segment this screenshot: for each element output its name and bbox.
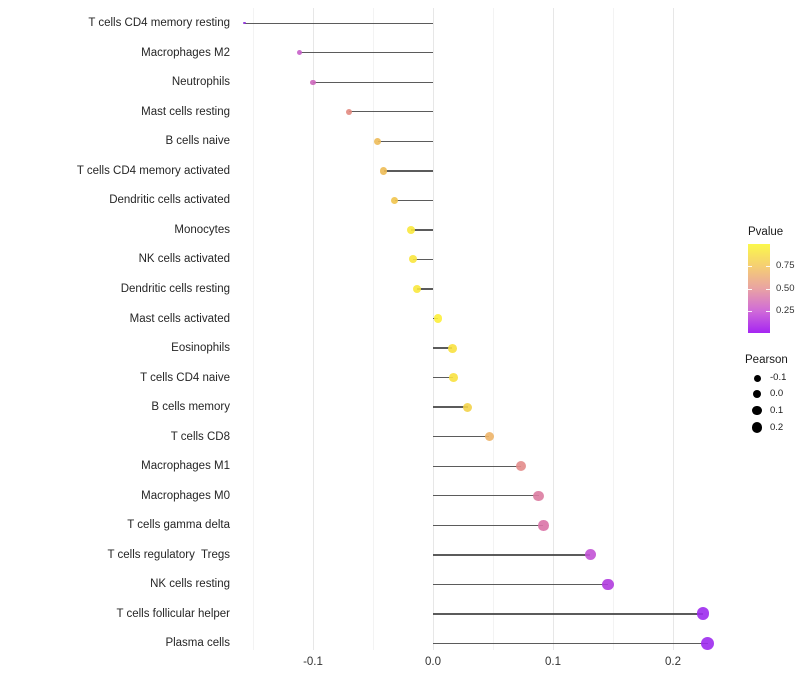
pvalue-legend-title: Pvalue: [748, 226, 784, 238]
lollipop-dot: [345, 108, 353, 116]
y-axis-label: B cells memory: [151, 401, 230, 414]
pearson-legend-dot: [752, 390, 762, 399]
y-axis-label: Neutrophils: [171, 76, 230, 89]
y-axis-label: T cells CD4 memory activated: [76, 164, 230, 177]
lollipop-stem: [433, 495, 539, 497]
y-axis-label: Macrophages M2: [141, 46, 230, 59]
lollipop-stem: [433, 406, 468, 408]
y-axis-label: Macrophages M1: [141, 460, 230, 473]
lollipop-stem: [244, 22, 433, 24]
pearson-legend-title: Pearson: [745, 354, 788, 366]
pearson-legend-label: 0.2: [770, 421, 784, 433]
pvalue-colorbar: [748, 244, 770, 333]
lollipop-stem: [383, 170, 433, 172]
y-axis-label: Mast cells resting: [141, 105, 230, 118]
colorbar-tick-label: 0.25: [776, 305, 795, 317]
lollipop-stem: [433, 613, 703, 615]
lollipop-dot: [310, 79, 316, 85]
lollipop-stem: [394, 199, 433, 202]
lollipop-stem: [349, 111, 433, 113]
lollipop-stem: [299, 52, 433, 54]
x-tick-label: 0.1: [545, 656, 561, 668]
lollipop-stem: [433, 554, 591, 556]
minor-gridline: [372, 8, 374, 650]
lollipop-stem: [433, 435, 490, 438]
minor-gridline: [612, 8, 614, 650]
y-axis-label: Macrophages M0: [141, 489, 230, 502]
pearson-legend-dot: [751, 422, 763, 434]
colorbar-tick: [748, 288, 752, 290]
lollipop-stem: [433, 376, 454, 379]
y-axis-label: NK cells activated: [138, 253, 230, 266]
lollipop-dot: [696, 607, 710, 621]
y-axis-label: T cells CD4 naive: [140, 371, 230, 384]
lollipop-dot: [463, 402, 473, 412]
y-axis-label: Monocytes: [174, 223, 230, 236]
y-axis-label: T cells CD8: [170, 430, 230, 443]
x-tick-label: 0.0: [425, 656, 441, 668]
lollipop-stem: [412, 258, 433, 261]
pearson-legend-label: 0.1: [770, 404, 784, 416]
minor-gridline: [492, 8, 494, 650]
lollipop-stem: [433, 583, 609, 586]
y-axis-label: B cells naive: [165, 135, 230, 148]
lollipop-stem: [433, 642, 708, 645]
y-axis-label: T cells gamma delta: [127, 519, 230, 532]
pearson-legend-dot: [753, 374, 761, 382]
x-tick-label: 0.2: [665, 656, 681, 668]
lollipop-stem: [377, 140, 433, 143]
major-gridline: [432, 8, 434, 650]
major-gridline: [672, 8, 674, 650]
pearson-legend-label: 0.0: [770, 388, 784, 400]
lollipop-stem: [313, 81, 433, 83]
colorbar-tick-label: 0.75: [776, 259, 795, 271]
lollipop-stem: [433, 347, 453, 349]
lollipop-dot: [390, 196, 399, 205]
y-axis-label: T cells follicular helper: [116, 607, 230, 620]
major-gridline: [312, 8, 314, 650]
lollipop-dot: [433, 314, 443, 323]
pearson-legend-dot: [752, 406, 762, 416]
lollipop-dot: [602, 578, 614, 591]
y-axis-label: Mast cells activated: [129, 312, 230, 325]
lollipop-dot: [515, 461, 526, 472]
lollipop-dot: [448, 373, 458, 383]
lollipop-dot: [538, 520, 549, 531]
lollipop-dot: [701, 636, 715, 650]
colorbar-tick-label: 0.50: [776, 282, 795, 294]
y-axis-label: T cells regulatory Tregs: [107, 548, 230, 561]
colorbar-tick: [766, 265, 770, 267]
y-axis-label: NK cells resting: [150, 578, 230, 591]
y-axis-label: Dendritic cells resting: [120, 283, 230, 295]
lollipop-dot: [374, 137, 382, 145]
lollipop-dot: [407, 225, 416, 234]
lollipop-stem: [433, 465, 521, 467]
lollipop-stem: [417, 288, 433, 290]
colorbar-tick: [766, 311, 770, 313]
lollipop-dot: [408, 255, 417, 264]
major-gridline: [552, 8, 554, 650]
x-tick-label: -0.1: [303, 656, 323, 668]
lollipop-dot: [447, 343, 457, 353]
lollipop-dot: [584, 549, 596, 561]
colorbar-tick: [766, 288, 770, 290]
lollipop-dot: [484, 431, 495, 442]
y-axis-label: Plasma cells: [165, 637, 230, 650]
lollipop-dot: [413, 284, 422, 294]
y-axis-label: Dendritic cells activated: [109, 194, 230, 207]
lollipop-stem: [411, 229, 433, 231]
pearson-legend-label: -0.1: [770, 372, 787, 384]
lollipop-dot: [380, 167, 388, 175]
lollipop-dot: [533, 490, 544, 501]
colorbar-tick: [748, 311, 752, 313]
lollipop-dot: [243, 21, 246, 25]
minor-gridline: [252, 8, 254, 650]
colorbar-tick: [748, 265, 752, 267]
lollipop-dot: [297, 50, 303, 56]
lollipop-stem: [433, 524, 544, 526]
y-axis-label: Eosinophils: [171, 342, 230, 355]
y-axis-label: T cells CD4 memory resting: [88, 17, 230, 30]
